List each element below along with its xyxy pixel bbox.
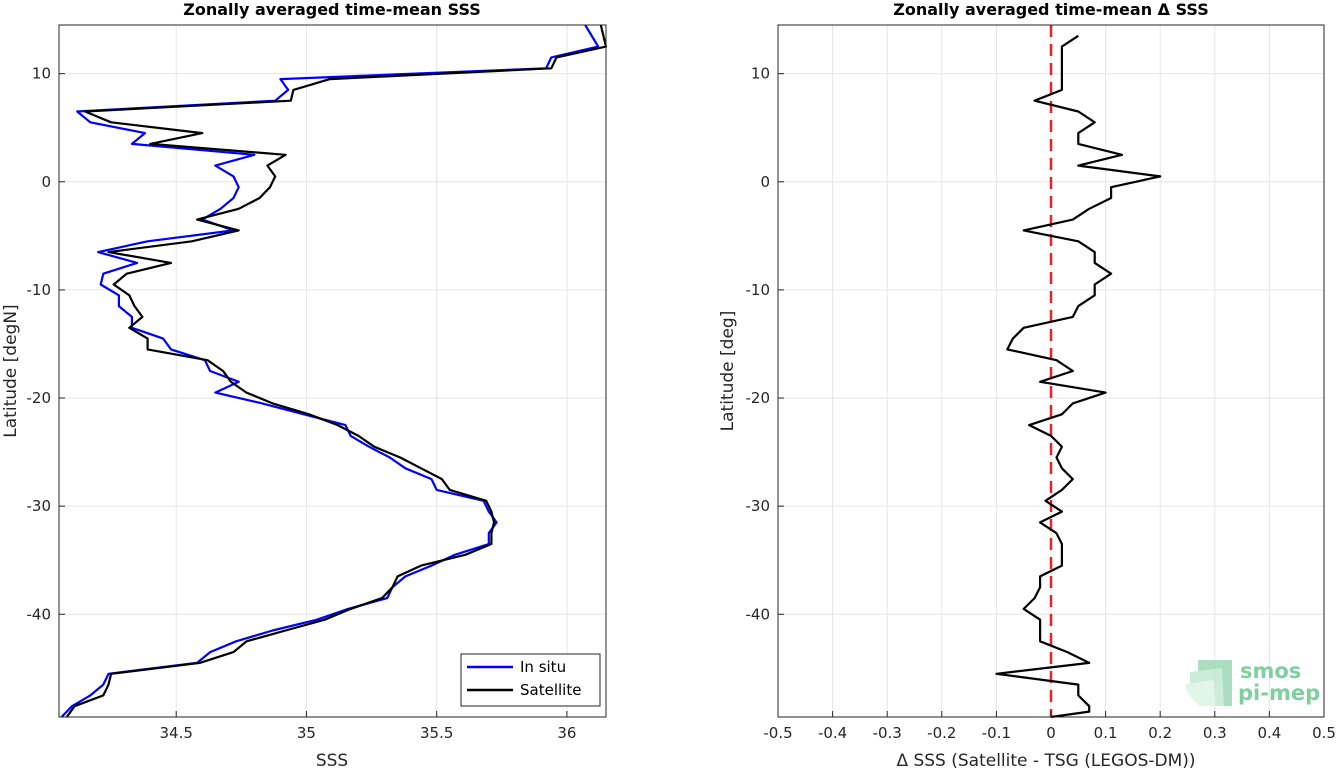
x-tick-label-right-4: -0.1 bbox=[982, 724, 1011, 742]
y-tick-label-right-4: -30 bbox=[746, 497, 771, 515]
ticks-left: 34.5 35 35.5 36 10 0 -10 -20 -30 -40 bbox=[27, 65, 577, 742]
x-tick-label-left-3: 36 bbox=[557, 724, 576, 742]
y-axis-label-left: Latitude [degN] bbox=[1, 304, 21, 437]
x-tick-label-right-3: -0.2 bbox=[927, 724, 956, 742]
legend-label-satellite: Satellite bbox=[520, 681, 581, 699]
x-tick-label-right-9: 0.4 bbox=[1257, 724, 1281, 742]
x-tick-label-right-2: -0.3 bbox=[873, 724, 902, 742]
x-tick-label-right-6: 0.1 bbox=[1094, 724, 1118, 742]
y-tick-label-right-2: -10 bbox=[746, 281, 771, 299]
x-tick-label-right-0: -0.5 bbox=[763, 724, 792, 742]
chart-title-right: Zonally averaged time-mean Δ SSS bbox=[893, 0, 1209, 19]
logo-wave-icon bbox=[1186, 660, 1232, 706]
smos-pi-mep-logo: smos pi-mep bbox=[1186, 659, 1320, 706]
y-tick-label-left-3: -20 bbox=[27, 389, 52, 407]
x-tick-label-left-1: 35 bbox=[297, 724, 316, 742]
logo-text-pi-mep: pi-mep bbox=[1238, 681, 1320, 705]
x-tick-label-right-10: 0.5 bbox=[1312, 724, 1336, 742]
y-tick-label-left-5: -40 bbox=[27, 605, 52, 623]
axes-box-left bbox=[58, 24, 607, 718]
x-axis-label-right: Δ SSS (Satellite - TSG (LEGOS-DM)) bbox=[896, 751, 1195, 769]
y-tick-label-left-2: -10 bbox=[27, 281, 52, 299]
ticks-right: -0.5 -0.4 -0.3 -0.2 -0.1 0 0.1 0.2 0.3 0.4 0.5 10 0 -… bbox=[746, 65, 1336, 742]
series-left bbox=[60, 24, 608, 718]
legend: In situ Satellite bbox=[460, 653, 601, 707]
plot-area-left bbox=[59, 25, 606, 717]
x-tick-label-right-5: 0 bbox=[1046, 724, 1056, 742]
y-axis-label-right: Latitude [deg] bbox=[718, 311, 738, 432]
series-line-satellite bbox=[65, 24, 608, 718]
y-tick-label-right-3: -20 bbox=[746, 389, 771, 407]
y-tick-label-right-1: 0 bbox=[760, 173, 770, 191]
y-tick-label-right-5: -40 bbox=[746, 605, 771, 623]
panel-sss-profile: 34.5 35 35.5 36 10 0 -10 -20 -30 -40 Zonally aver… bbox=[1, 0, 608, 769]
x-tick-label-left-0: 34.5 bbox=[160, 724, 193, 742]
series-line-delta-sss bbox=[995, 34, 1162, 719]
y-tick-label-left-1: 0 bbox=[41, 173, 51, 191]
x-axis-label-left: SSS bbox=[316, 751, 348, 769]
legend-box bbox=[460, 653, 601, 707]
panel-delta-sss-profile: -0.5 -0.4 -0.3 -0.2 -0.1 0 0.1 0.2 0.3 0.4 0.5 10 0 -… bbox=[718, 0, 1336, 769]
legend-label-in-situ: In situ bbox=[520, 658, 566, 676]
series-right bbox=[995, 34, 1162, 719]
logo-text-smos: smos bbox=[1240, 659, 1301, 683]
y-tick-label-left-4: -30 bbox=[27, 497, 52, 515]
x-tick-label-right-7: 0.2 bbox=[1148, 724, 1172, 742]
y-tick-label-left-0: 10 bbox=[32, 65, 51, 83]
x-tick-label-left-2: 35.5 bbox=[420, 724, 453, 742]
x-tick-label-right-1: -0.4 bbox=[818, 724, 847, 742]
x-tick-label-right-8: 0.3 bbox=[1203, 724, 1227, 742]
y-tick-label-right-0: 10 bbox=[751, 65, 770, 83]
chart-title-left: Zonally averaged time-mean SSS bbox=[183, 0, 481, 19]
